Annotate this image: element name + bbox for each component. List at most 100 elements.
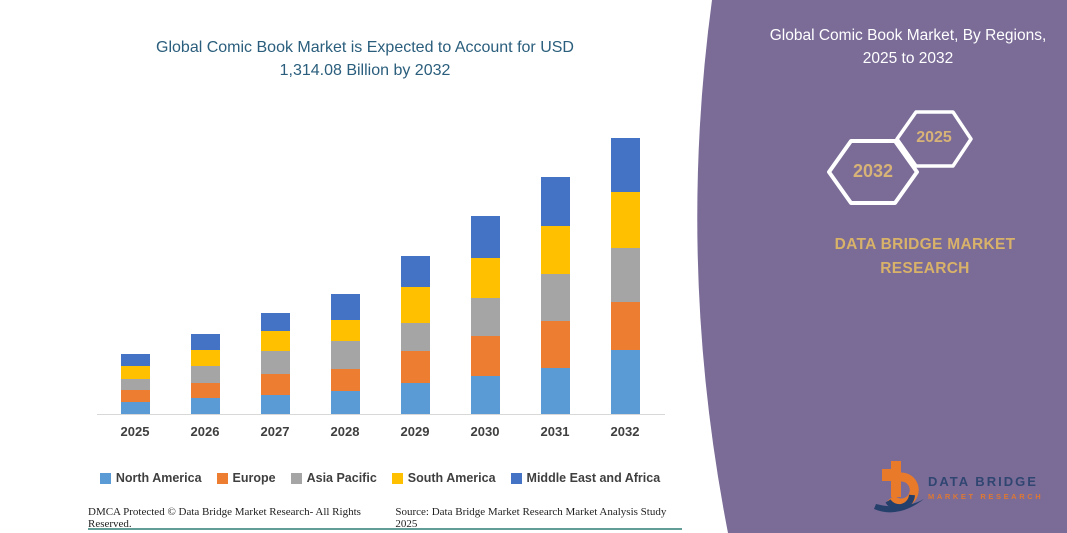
source-text: Source: Data Bridge Market Research Mark… — [395, 506, 667, 530]
x-tick-2026: 2026 — [190, 424, 220, 439]
segment-north-america — [260, 394, 290, 414]
segment-asia-pacific — [330, 341, 360, 369]
x-tick-2025: 2025 — [120, 424, 150, 439]
logo-b-notch — [882, 469, 892, 481]
x-tick-2032: 2032 — [610, 424, 640, 439]
x-tick-2031: 2031 — [540, 424, 570, 439]
legend-item-asia-pacific: Asia Pacific — [290, 471, 377, 485]
bar-column-2032 — [610, 137, 640, 414]
segment-south-america — [610, 192, 640, 249]
logo-swoosh — [874, 499, 924, 513]
segment-north-america — [610, 349, 640, 414]
brand-line2: RESEARCH — [880, 260, 970, 278]
legend-item-middle-east-and-africa: Middle East and Africa — [510, 471, 661, 485]
segment-europe — [120, 389, 150, 402]
segment-asia-pacific — [400, 323, 430, 352]
segment-asia-pacific — [470, 297, 500, 336]
dbmr-logo-text: DATA BRIDGE MARKET RESEARCH — [928, 474, 1043, 501]
legend-label: Middle East and Africa — [526, 471, 661, 485]
segment-europe — [540, 320, 570, 368]
segment-europe — [260, 374, 290, 395]
segment-asia-pacific — [610, 248, 640, 303]
bar-column-2031 — [540, 176, 570, 414]
segment-south-america — [190, 350, 220, 367]
footer-divider-line — [88, 528, 682, 530]
segment-asia-pacific — [120, 378, 150, 390]
segment-middle-east-and-africa — [190, 333, 220, 351]
segment-middle-east-and-africa — [400, 256, 430, 288]
legend-label: North America — [115, 471, 202, 485]
segment-north-america — [190, 397, 220, 414]
x-tick-2027: 2027 — [260, 424, 290, 439]
bar-stack — [540, 176, 570, 414]
segment-north-america — [400, 382, 430, 414]
legend-swatch — [510, 472, 522, 484]
segment-south-america — [540, 225, 570, 274]
segment-asia-pacific — [540, 273, 570, 321]
bar-column-2026 — [190, 333, 220, 414]
legend-label: Asia Pacific — [306, 471, 377, 485]
bar-stack — [610, 137, 640, 414]
segment-south-america — [330, 319, 360, 342]
bar-column-2025 — [120, 353, 150, 414]
bar-stack — [330, 294, 360, 414]
dbmr-logo-mark — [874, 461, 924, 513]
logo-b-stem — [891, 461, 901, 497]
hexagon-2025-outline — [895, 110, 973, 168]
legend-swatch — [216, 472, 228, 484]
logo-market-research-text: MARKET RESEARCH — [928, 492, 1044, 501]
segment-north-america — [540, 367, 570, 414]
chart-headline-line1: Global Comic Book Market is Expected to … — [156, 39, 574, 56]
bar-stack — [470, 216, 500, 414]
hexagon-2032-outline — [827, 139, 919, 205]
x-axis-labels: 2025 2026 2027 2028 2029 2030 2031 2032 — [100, 424, 660, 439]
bar-column-2028 — [330, 294, 360, 414]
copyright-text: DMCA Protected © Data Bridge Market Rese… — [88, 506, 361, 530]
segment-europe — [470, 335, 500, 376]
purple-panel-shape — [697, 0, 1067, 533]
segment-south-america — [470, 258, 500, 298]
segment-south-america — [120, 365, 150, 379]
legend-label: South America — [407, 471, 496, 485]
segment-europe — [330, 368, 360, 391]
segment-middle-east-and-africa — [260, 312, 290, 332]
x-axis-line — [97, 414, 665, 415]
chart-headline-line2: 1,314.08 Billion by 2032 — [279, 62, 451, 80]
dbmr-logo: DATA BRIDGE MARKET RESEARCH — [876, 457, 1046, 519]
segment-middle-east-and-africa — [540, 176, 570, 226]
chart-headline: Global Comic Book Market is Expected to … — [35, 36, 695, 82]
bar-stack — [190, 333, 220, 414]
stacked-bar-chart — [100, 110, 660, 414]
segment-asia-pacific — [260, 351, 290, 375]
logo-bowl-underline — [885, 494, 915, 511]
segment-middle-east-and-africa — [610, 137, 640, 193]
legend-swatch — [290, 472, 302, 484]
hexagon-2025-label: 2025 — [916, 129, 952, 146]
brand-line1: DATA BRIDGE MARKET — [834, 236, 1016, 253]
segment-middle-east-and-africa — [120, 353, 150, 366]
logo-data-bridge-text: DATA BRIDGE — [928, 474, 1038, 489]
bar-column-2029 — [400, 256, 430, 414]
bar-stack — [120, 353, 150, 414]
chart-footer: DMCA Protected © Data Bridge Market Rese… — [88, 506, 680, 530]
segment-middle-east-and-africa — [470, 216, 500, 259]
segment-south-america — [260, 331, 290, 352]
segment-europe — [400, 351, 430, 383]
hexagon-2032-label: 2032 — [852, 161, 894, 181]
legend-item-north-america: North America — [99, 471, 202, 485]
chart-legend: North America Europe Asia Pacific South Ame… — [60, 471, 700, 485]
segment-north-america — [330, 390, 360, 414]
legend-label: Europe — [232, 471, 276, 485]
segment-south-america — [400, 287, 430, 324]
legend-swatch — [99, 472, 111, 484]
x-tick-2030: 2030 — [470, 424, 500, 439]
segment-europe — [190, 382, 220, 398]
panel-title: Global Comic Book Market, By Regions, 20… — [769, 27, 1047, 68]
segment-europe — [610, 302, 640, 350]
legend-item-europe: Europe — [216, 471, 276, 485]
x-tick-2028: 2028 — [330, 424, 360, 439]
segment-north-america — [470, 375, 500, 414]
brand-wordmark: DATA BRIDGE MARKET RESEARCH — [790, 233, 1060, 281]
bar-column-2027 — [260, 312, 290, 414]
